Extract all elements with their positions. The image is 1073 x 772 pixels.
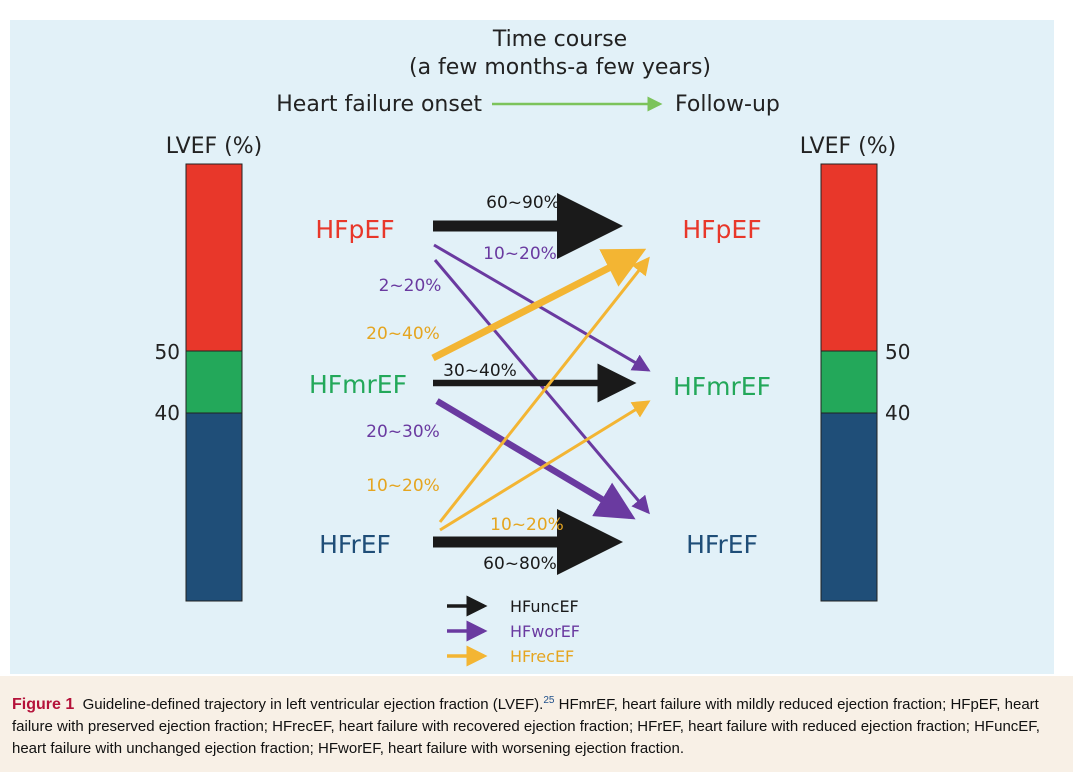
left-bar-hfref-segment bbox=[185, 412, 243, 602]
left-lvef-bar bbox=[185, 163, 243, 602]
pct-hfpef-to-hfmref: 10~20% bbox=[483, 244, 557, 264]
right-hfpef-label: HFpEF bbox=[682, 215, 761, 244]
left-tick-40: 40 bbox=[155, 401, 180, 425]
right-hfmref-label: HFmrEF bbox=[673, 372, 771, 401]
left-tick-50: 50 bbox=[155, 340, 180, 364]
figure-label: Figure 1 bbox=[12, 696, 75, 713]
followup-label: Follow-up bbox=[675, 92, 780, 117]
caption-main-text: Guideline-defined trajectory in left ven… bbox=[82, 696, 544, 713]
right-tick-40: 40 bbox=[885, 401, 910, 425]
right-bar-hfmref-segment bbox=[820, 350, 878, 414]
legend-label-recovered: HFrecEF bbox=[510, 647, 574, 666]
left-bar-hfpef-segment bbox=[185, 163, 243, 352]
pct-hfmref-to-hfpef: 20~40% bbox=[366, 324, 440, 344]
arrow-hfpef-to-hfmref bbox=[433, 243, 651, 372]
figure-panel bbox=[10, 20, 1054, 674]
trajectory-diagram: Time course (a few months-a few years) H… bbox=[155, 27, 910, 667]
left-hfpef-label: HFpEF bbox=[315, 215, 394, 244]
left-hfmref-label: HFmrEF bbox=[309, 370, 407, 399]
caption-reference[interactable]: 25 bbox=[543, 695, 555, 706]
legend: HFuncEF HFworEF HFrecEF bbox=[447, 595, 580, 667]
right-bar-hfpef-segment bbox=[820, 163, 878, 352]
pct-hfmref-to-hfmref: 30~40% bbox=[443, 361, 517, 381]
pct-hfref-to-hfpef: 10~20% bbox=[366, 476, 440, 496]
pct-hfmref-to-hfref: 20~30% bbox=[366, 422, 440, 442]
title-line1: Time course bbox=[492, 27, 627, 52]
right-lvef-label: LVEF (%) bbox=[800, 134, 897, 159]
pct-hfref-to-hfref: 60~80% bbox=[483, 554, 557, 574]
legend-label-unchanged: HFuncEF bbox=[510, 597, 579, 616]
right-lvef-bar bbox=[820, 163, 878, 602]
left-hfref-label: HFrEF bbox=[319, 530, 391, 559]
pct-hfref-to-hfmref: 10~20% bbox=[490, 515, 564, 535]
onset-label: Heart failure onset bbox=[276, 92, 482, 117]
left-bar-hfmref-segment bbox=[185, 350, 243, 414]
caption-panel bbox=[0, 676, 1073, 772]
caption-rest-text: HFmrEF, heart failure with mildly reduce… bbox=[12, 696, 1040, 757]
left-lvef-label: LVEF (%) bbox=[166, 134, 263, 159]
right-hfref-label: HFrEF bbox=[686, 530, 758, 559]
arrow-hfmref-to-hfpef bbox=[431, 248, 647, 362]
right-bar-hfref-segment bbox=[820, 412, 878, 602]
legend-label-worsening: HFworEF bbox=[510, 622, 580, 641]
right-tick-50: 50 bbox=[885, 340, 910, 364]
arrow-hfref-to-hfpef bbox=[438, 256, 650, 523]
figure-caption: Figure 1 Guideline-defined trajectory in… bbox=[12, 690, 1062, 760]
title-line2: (a few months-a few years) bbox=[409, 55, 711, 80]
pct-hfpef-to-hfref: 2~20% bbox=[379, 276, 442, 296]
arrow-hfref-to-hfmref bbox=[439, 400, 651, 532]
arrow-hfmref-to-hfref bbox=[435, 398, 636, 520]
pct-hfpef-to-hfpef: 60~90% bbox=[486, 193, 560, 213]
